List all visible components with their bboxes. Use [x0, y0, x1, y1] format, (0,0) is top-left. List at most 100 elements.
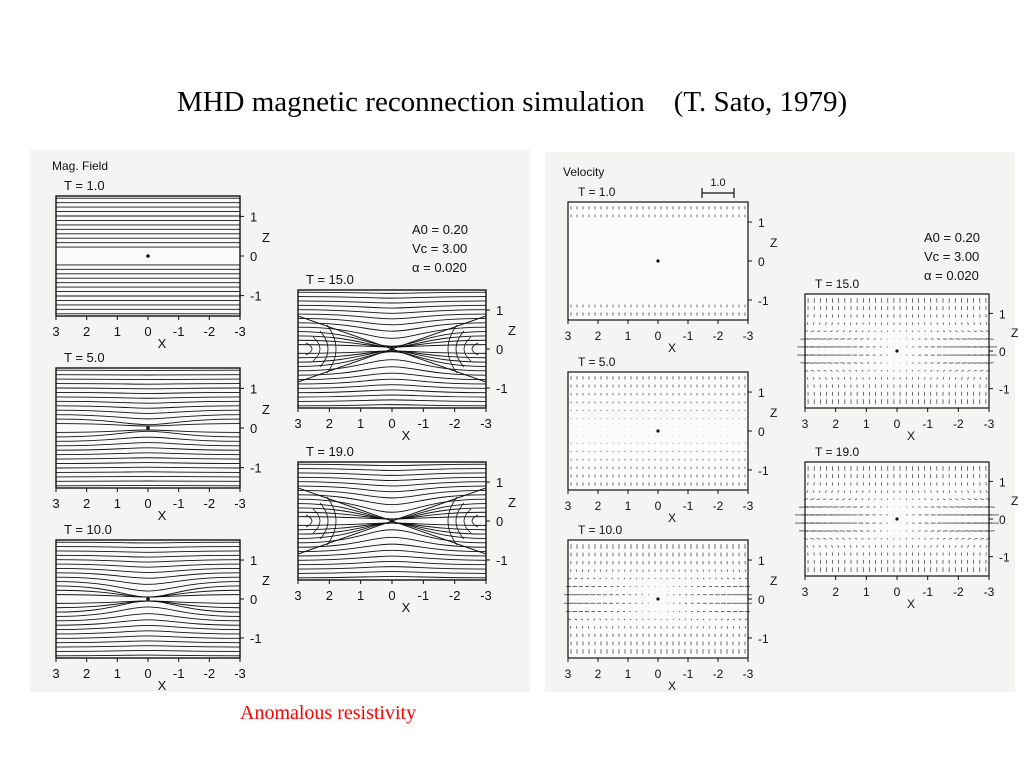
field-panel: T = 1.0 3 2 1 0 -1 -2 -3 X 1 0 -1 Z — [52, 178, 270, 351]
velocity-vector — [967, 537, 972, 540]
x-tick-label: 0 — [894, 585, 901, 599]
outflow-loop — [447, 324, 458, 374]
velocity-panel: T = 5.0 3 2 1 0 -1 -2 -3 X 1 0 -1 Z — [565, 355, 778, 525]
x-tick-label: 3 — [565, 667, 572, 681]
velocity-vector — [803, 498, 809, 501]
x-tick-label: -1 — [418, 588, 430, 603]
velocity-vector — [867, 498, 870, 501]
z-tick-label: 1 — [250, 209, 257, 224]
velocity-vector — [979, 537, 984, 540]
x-tick-label: 1 — [625, 329, 632, 343]
field-line — [298, 472, 486, 476]
velocity-vector — [985, 490, 988, 493]
x-tick-label: 1 — [625, 499, 632, 513]
velocity-vector — [600, 569, 602, 572]
velocity-vector — [979, 369, 984, 372]
velocity-vector — [812, 377, 815, 380]
field-line — [298, 543, 486, 553]
field-line — [56, 563, 240, 568]
velocity-vector — [936, 490, 938, 493]
field-line — [298, 566, 486, 570]
velocity-vector — [867, 537, 870, 540]
velocity-vector — [848, 330, 852, 333]
velocity-vector — [732, 569, 734, 572]
velocity-vector — [979, 330, 984, 333]
velocity-vector — [812, 490, 815, 493]
velocity-vector — [720, 618, 723, 621]
velocity-vector — [568, 618, 572, 621]
velocity-vector — [849, 490, 852, 493]
velocity-vector — [924, 369, 926, 372]
x-point-marker — [146, 426, 150, 430]
z-axis-label: Z — [1011, 494, 1018, 508]
velocity-vector — [848, 498, 852, 501]
velocity-vector — [842, 330, 846, 333]
x-tick-label: -2 — [204, 666, 216, 681]
velocity-vector — [623, 618, 626, 621]
x-tick-label: 2 — [83, 324, 90, 339]
outflow-loop — [326, 324, 337, 374]
x-tick-label: 3 — [52, 666, 59, 681]
outflow-loop — [319, 502, 329, 540]
velocity-vector — [823, 330, 827, 333]
velocity-vector — [843, 377, 846, 380]
velocity-vector — [829, 498, 833, 501]
velocity-vector — [835, 498, 839, 501]
velocity-vector — [818, 545, 821, 548]
field-line — [298, 476, 486, 481]
panel-time-label: T = 10.0 — [578, 523, 622, 537]
velocity-vector — [636, 618, 638, 621]
field-line — [56, 585, 240, 598]
outflow-loop — [326, 496, 337, 546]
velocity-vector — [829, 369, 833, 372]
z-tick-label: -1 — [496, 381, 508, 396]
velocity-vector — [732, 626, 734, 629]
velocity-vector — [936, 369, 939, 372]
velocity-vector — [850, 377, 852, 380]
field-line — [298, 394, 486, 398]
field-line — [56, 630, 240, 635]
velocity-panel: T = 19.0 3 2 1 0 -1 -2 -3 X 1 0 -1 Z — [795, 445, 1018, 611]
x-tick-label: -3 — [480, 588, 492, 603]
x-axis-label: X — [668, 679, 676, 693]
x-tick-label: 2 — [326, 588, 333, 603]
field-line — [298, 399, 486, 402]
z-tick-label: 1 — [999, 475, 1006, 489]
velocity-vector — [831, 490, 833, 493]
velocity-vector — [961, 377, 963, 380]
z-tick-label: 0 — [758, 593, 765, 607]
velocity-vector — [948, 330, 952, 333]
field-line — [298, 335, 486, 348]
x-tick-label: -3 — [984, 417, 995, 431]
field-line — [56, 576, 240, 585]
z-axis-label: Z — [770, 574, 777, 588]
velocity-vector — [973, 369, 977, 372]
x-axis-label: X — [158, 508, 167, 523]
velocity-vector — [819, 322, 821, 325]
velocity-vector — [825, 322, 827, 325]
velocity-vector — [985, 498, 991, 501]
field-line — [56, 400, 240, 404]
field-line — [298, 331, 486, 347]
x-tick-label: -3 — [480, 416, 492, 431]
velocity-vector — [810, 498, 815, 501]
field-line — [56, 442, 240, 447]
velocity-vector — [930, 545, 932, 548]
z-tick-label: -1 — [999, 551, 1010, 565]
velocity-vector — [954, 490, 957, 493]
x-tick-label: 1 — [863, 417, 870, 431]
velocity-vector — [702, 618, 705, 621]
z-axis-label: Z — [770, 236, 777, 250]
velocity-vector — [855, 369, 858, 372]
velocity-vector — [806, 545, 809, 548]
x-axis-label: X — [907, 597, 915, 611]
field-line — [298, 522, 486, 539]
x-tick-label: 0 — [388, 416, 395, 431]
x-tick-label: -3 — [234, 666, 246, 681]
field-line — [298, 291, 486, 294]
velocity-vector — [600, 626, 602, 629]
x-tick-label: -3 — [743, 667, 754, 681]
field-line — [298, 350, 486, 363]
velocity-vector — [848, 537, 852, 540]
